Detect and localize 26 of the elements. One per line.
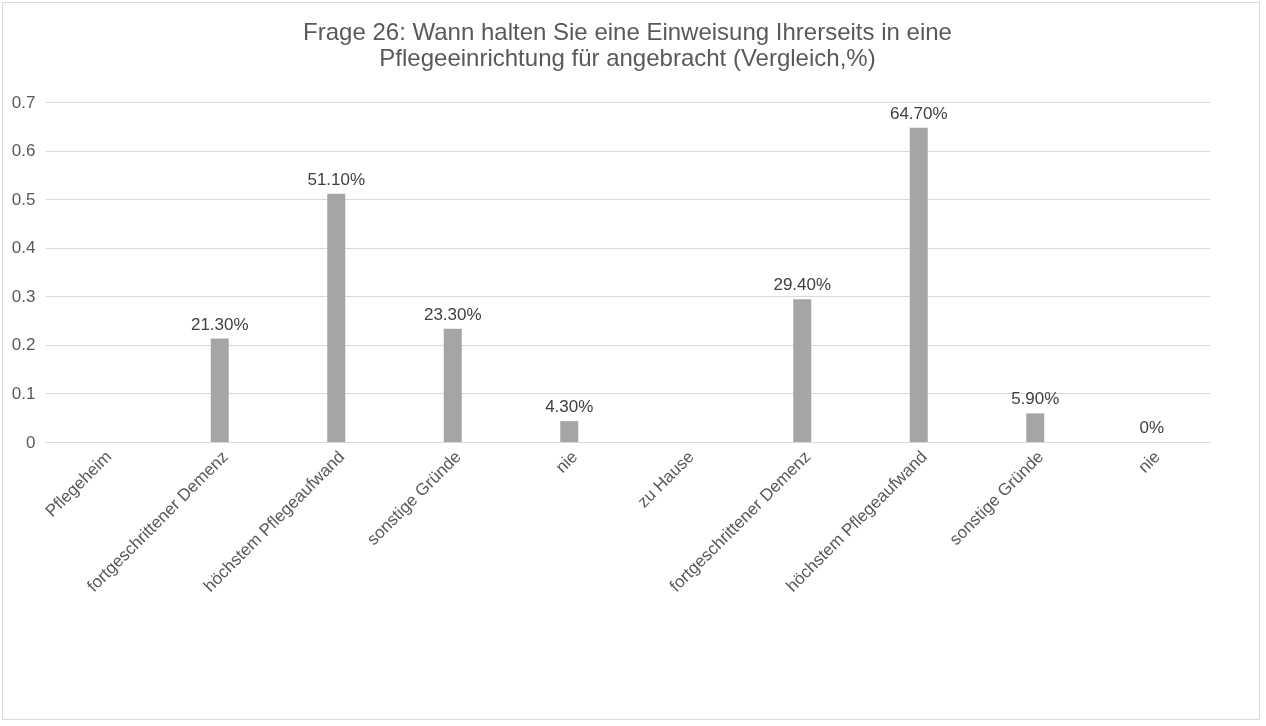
bar [560,421,579,442]
bar [210,338,229,442]
bar [793,299,812,442]
y-tick-label: 0.5 [11,189,36,209]
bar [443,328,462,442]
y-tick-label: 0.3 [11,286,36,306]
y-tick-label: 0 [26,432,36,452]
bar [327,193,346,442]
x-tick-label: nie [551,447,582,477]
y-tick-label: 0.7 [11,92,36,112]
bar [909,127,928,442]
data-label: 21.30% [190,314,249,334]
y-tick-label: 0.4 [11,238,36,258]
data-label: 0% [1139,418,1165,437]
data-label: 29.40% [773,275,832,295]
bar [1026,413,1045,442]
data-label: 64.70% [889,103,948,123]
data-label: 51.10% [307,169,366,189]
y-tick-label: 0.6 [11,141,36,161]
y-tick-label: 0.2 [11,335,36,355]
data-label: 5.90% [1011,389,1060,409]
data-label: 23.30% [423,304,482,324]
data-label: 4.30% [545,397,594,417]
y-tick-label: 0.1 [11,383,36,403]
chart-title: Frage 26: Wann halten Sie eine Einweisung Ihrerseits in eine Pflegeeinrichtung für angebracht (Vergleich,%) [303,18,952,71]
x-tick-label: nie [1134,447,1164,477]
